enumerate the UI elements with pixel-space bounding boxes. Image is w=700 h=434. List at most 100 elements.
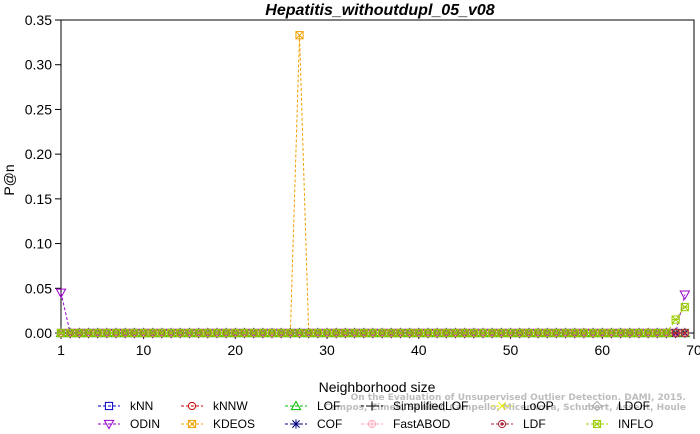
data-point (543, 328, 552, 338)
legend-label: KDEOS (213, 417, 255, 431)
y-tick-label: 0.05 (25, 280, 52, 296)
data-point (653, 328, 662, 338)
data-point (277, 328, 286, 338)
data-point (75, 328, 84, 338)
series-KDEOS (56, 31, 689, 338)
data-point (680, 302, 689, 312)
legend-entry-SimplifiedLOF: SimplifiedLOF (361, 399, 468, 413)
credit-line-2: Campos, Zimek, Sander, Campello, Micenko… (324, 403, 686, 413)
data-point (222, 328, 231, 338)
legend-entry-LOF: LOF (285, 399, 340, 413)
data-point (258, 328, 267, 338)
x-tick-label: 20 (228, 342, 244, 358)
y-axis-label: P@n (1, 164, 17, 195)
data-point (121, 328, 130, 338)
data-point (359, 328, 368, 338)
data-point (442, 328, 451, 338)
data-point (286, 328, 295, 338)
data-point (671, 328, 680, 338)
legend-label: kNN (130, 399, 153, 413)
legend-label: SimplifiedLOF (393, 399, 468, 413)
data-point (524, 328, 533, 338)
series-layer (55, 31, 691, 339)
data-point (203, 328, 212, 338)
data-point (478, 328, 488, 338)
y-tick-label: 0.10 (25, 236, 52, 252)
data-point (387, 328, 396, 338)
data-point (377, 328, 387, 338)
data-point (579, 328, 589, 338)
data-point (634, 328, 644, 338)
data-point (55, 288, 67, 299)
legend-label: LOF (317, 399, 340, 413)
data-point (607, 328, 616, 338)
legend-label: FastABOD (393, 417, 451, 431)
data-point (679, 290, 691, 301)
legend-label: LoOP (523, 399, 554, 413)
x-tick-label: 60 (594, 342, 610, 358)
x-tick-label: 40 (411, 342, 427, 358)
data-point (84, 328, 93, 338)
data-point (130, 328, 139, 338)
data-point (139, 328, 148, 338)
data-point (66, 328, 75, 338)
legend-marker (290, 400, 302, 411)
legend-marker (291, 419, 301, 429)
legend-label: kNNW (213, 399, 248, 413)
data-point (570, 328, 579, 338)
data-point (460, 328, 469, 338)
x-tick-label: 30 (319, 342, 335, 358)
data-point (497, 328, 506, 338)
data-point (616, 328, 625, 338)
y-tick-label: 0.15 (25, 191, 52, 207)
legend: kNN kNNW LOF SimplifiedLOF LoOP LDOF ODIN KDEOS… (98, 399, 653, 431)
data-point (662, 328, 671, 338)
legend-entry-COF: COF (285, 417, 342, 431)
legend-label: COF (317, 417, 342, 431)
data-point (111, 328, 121, 338)
legend-entry-ODIN: ODIN (98, 417, 160, 431)
legend-label: ODIN (130, 417, 160, 431)
data-point (332, 328, 341, 338)
data-point (194, 328, 203, 338)
data-point (506, 328, 515, 338)
series-line (60, 292, 686, 334)
y-tick-label: 0.35 (25, 12, 52, 28)
data-point (176, 328, 185, 338)
x-tick-label: 70 (686, 342, 700, 358)
legend-entry-LDOF: LDOF (586, 399, 650, 413)
data-point (671, 315, 680, 324)
legend-marker (187, 419, 197, 429)
data-point (267, 328, 277, 338)
data-point (249, 328, 258, 338)
data-point (231, 328, 240, 338)
legend-entry-kNNW: kNNW (181, 399, 248, 413)
legend-entry-FastABOD: FastABOD (361, 417, 451, 431)
series-INFLO (56, 302, 689, 338)
legend-marker (591, 400, 603, 412)
data-point (295, 328, 304, 338)
data-point (488, 328, 497, 338)
y-tick-label: 0.30 (25, 57, 52, 73)
data-point (368, 328, 378, 338)
legend-marker (367, 419, 377, 429)
data-point (423, 328, 433, 338)
data-point (185, 328, 194, 338)
data-point (588, 328, 598, 338)
data-point (644, 328, 653, 338)
x-axis-label: Neighborhood size (319, 379, 436, 395)
data-point (598, 328, 607, 338)
axes: 0.00 0.05 0.10 0.15 0.20 0.25 0.30 0.35 1 10 20 30 4… (25, 12, 700, 358)
series-line (61, 35, 685, 334)
data-point (102, 328, 111, 338)
x-tick-label: 1 (57, 342, 65, 358)
plot-frame (60, 19, 695, 334)
legend-marker (592, 419, 602, 429)
data-point (341, 328, 350, 338)
data-point (533, 328, 543, 338)
data-point (552, 328, 561, 338)
y-tick-label: 0.25 (25, 101, 52, 117)
data-point (414, 328, 423, 338)
data-point (405, 328, 414, 338)
data-point (625, 328, 634, 338)
